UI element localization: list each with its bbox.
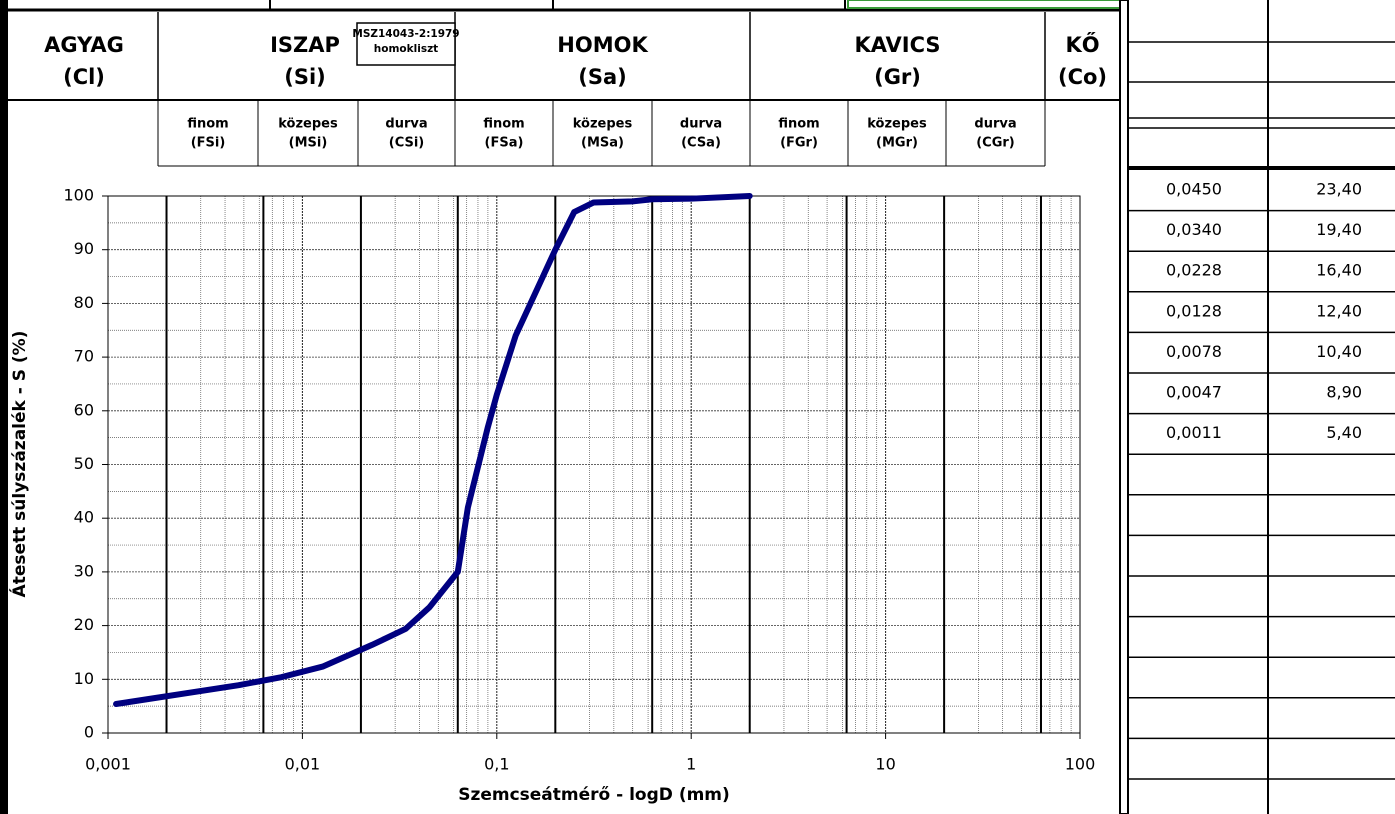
side-cell: 10,40: [1316, 342, 1362, 361]
soil-class-name: KŐ: [1065, 32, 1099, 57]
y-tick-label: 40: [74, 508, 94, 527]
soil-class-name: AGYAG: [44, 33, 124, 57]
side-cell: 12,40: [1316, 301, 1362, 320]
subclass-name: finom: [778, 117, 819, 132]
subclass-code: (MGr): [876, 136, 918, 151]
soil-class-name: ISZAP: [270, 33, 340, 57]
subclass-name: finom: [483, 117, 524, 132]
grading-curve: [113, 193, 753, 708]
x-tick-label: 0,01: [285, 755, 321, 774]
side-cell: 0,0450: [1166, 180, 1222, 199]
x-tick-label: 1: [686, 755, 696, 774]
left-border: [0, 0, 8, 814]
x-axis-label: Szemcseátmérő - logD (mm): [458, 785, 730, 805]
subclass-name: durva: [974, 117, 1016, 132]
side-cell: 0,0078: [1166, 342, 1222, 361]
right-double-border: [1119, 0, 1129, 814]
side-cell: 5,40: [1326, 423, 1362, 442]
subclass-code: (CSa): [681, 136, 721, 151]
side-cell: 0,0011: [1166, 423, 1222, 442]
x-tick-label: 10: [875, 755, 895, 774]
soil-class-code: (Co): [1058, 65, 1107, 89]
soil-class-name: HOMOK: [557, 33, 648, 57]
y-tick-label: 90: [74, 239, 94, 258]
y-tick-label: 70: [74, 347, 94, 366]
side-cell: 0,0340: [1166, 220, 1222, 239]
soil-class-name: KAVICS: [854, 33, 940, 57]
note-text: MSZ14043-2:1979: [352, 28, 459, 40]
soil-class-code: (Si): [284, 65, 326, 89]
subclass-code: (FSa): [485, 136, 524, 151]
x-tick-label: 0,001: [85, 755, 131, 774]
soil-class-code: (Gr): [874, 65, 921, 89]
y-axis-label: Átesett súlyszázalék - S (%): [8, 331, 30, 598]
subclass-code: (FGr): [780, 136, 818, 151]
subclass-name: durva: [680, 117, 722, 132]
side-cell: 23,40: [1316, 180, 1362, 199]
plot-frame: [107, 195, 1081, 734]
subclass-code: (CSi): [389, 136, 424, 151]
note-text: homokliszt: [374, 43, 438, 55]
y-tick-label: 10: [74, 669, 94, 688]
y-tick-label: 100: [63, 186, 94, 205]
subclass-code: (FSi): [191, 136, 226, 151]
soil-class-code: (Sa): [578, 65, 627, 89]
subclass-name: durva: [385, 117, 427, 132]
y-tick-label: 80: [74, 293, 94, 312]
subclass-code: (MSi): [289, 136, 328, 151]
side-cell: 8,90: [1326, 383, 1362, 402]
subclass-code: (CGr): [976, 136, 1015, 151]
y-tick-label: 30: [74, 561, 94, 580]
x-tick-label: 100: [1065, 755, 1096, 774]
x-tick-label: 0,1: [484, 755, 509, 774]
side-cell: 0,0128: [1166, 301, 1222, 320]
y-tick-label: 20: [74, 615, 94, 634]
side-cell: 0,0047: [1166, 383, 1222, 402]
subclass-name: közepes: [278, 117, 338, 132]
side-cell: 0,0228: [1166, 261, 1222, 280]
y-tick-label: 0: [84, 723, 94, 742]
subclass-code: (MSa): [581, 136, 624, 151]
subclass-name: finom: [187, 117, 228, 132]
subclass-name: közepes: [867, 117, 927, 132]
side-cell: 16,40: [1316, 261, 1362, 280]
y-tick-label: 50: [74, 454, 94, 473]
subclass-name: közepes: [573, 117, 633, 132]
soil-class-code: (Cl): [63, 65, 105, 89]
side-cell: 19,40: [1316, 220, 1362, 239]
note-box: [356, 22, 456, 66]
y-tick-label: 60: [74, 400, 94, 419]
